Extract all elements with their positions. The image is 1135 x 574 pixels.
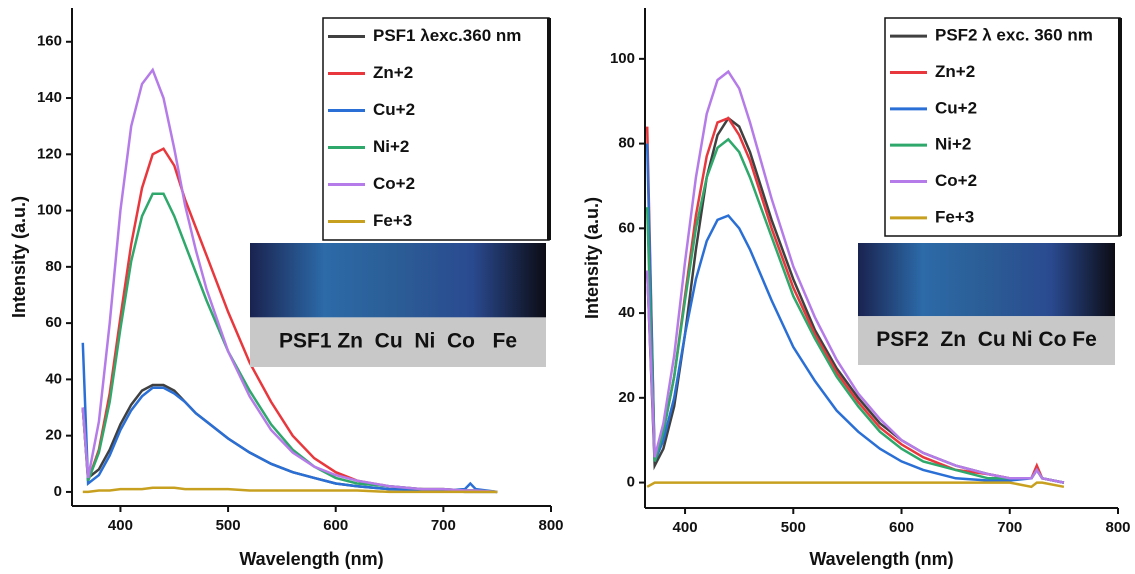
inset-label: PSF2 Zn Cu Ni Co Fe xyxy=(876,328,1097,351)
legend-label: Cu+2 xyxy=(373,100,415,119)
y-axis-title: Intensity (a.u.) xyxy=(582,197,602,319)
y-tick-label: 140 xyxy=(37,89,62,106)
x-tick-label: 500 xyxy=(781,519,806,536)
x-tick-label: 800 xyxy=(538,517,563,534)
series-line xyxy=(81,342,498,494)
legend-label: Fe+3 xyxy=(373,211,412,230)
legend-label: Ni+2 xyxy=(373,137,409,156)
inset-label-bg xyxy=(858,316,1115,365)
series-line xyxy=(81,67,498,494)
y-tick-label: 0 xyxy=(54,483,62,500)
legend-label: Co+2 xyxy=(373,174,415,193)
x-axis-title: Wavelength (nm) xyxy=(809,549,953,569)
legend-label: Zn+2 xyxy=(935,62,975,81)
inset-label-bg xyxy=(250,317,546,367)
series-line xyxy=(646,481,1065,489)
y-tick-label: 40 xyxy=(45,370,62,387)
inset-label: PSF1 Zn Cu Ni Co Fe xyxy=(279,330,517,353)
y-tick-label: 120 xyxy=(37,145,62,162)
inset-photo xyxy=(250,243,546,318)
x-tick-label: 400 xyxy=(673,519,698,536)
y-axis-title: Intensity (a.u.) xyxy=(9,196,29,318)
y-tick-label: 160 xyxy=(37,33,62,50)
series-line xyxy=(81,383,498,494)
x-tick-label: 700 xyxy=(431,517,456,534)
legend-label: Co+2 xyxy=(935,171,977,190)
y-tick-label: 20 xyxy=(618,389,635,406)
legend-label: Zn+2 xyxy=(373,63,413,82)
legend-label: Fe+3 xyxy=(935,207,974,226)
y-tick-label: 60 xyxy=(618,219,635,236)
legend-label: PSF2 λ exc. 360 nm xyxy=(935,26,1093,45)
series-line xyxy=(82,486,498,494)
inset-photo xyxy=(858,243,1115,317)
x-axis-title: Wavelength (nm) xyxy=(239,549,383,569)
y-tick-label: 20 xyxy=(45,427,62,444)
x-tick-label: 600 xyxy=(323,517,348,534)
x-tick-label: 500 xyxy=(216,517,241,534)
y-tick-label: 60 xyxy=(45,314,62,331)
x-tick-label: 700 xyxy=(997,519,1022,536)
y-tick-label: 80 xyxy=(618,135,635,152)
legend-box xyxy=(884,17,1121,237)
legend-box xyxy=(322,17,550,241)
legend-label: PSF1 λexc.360 nm xyxy=(373,26,521,45)
series-line xyxy=(645,69,1065,484)
y-tick-label: 40 xyxy=(618,304,635,321)
series-line xyxy=(645,143,1065,484)
x-tick-label: 400 xyxy=(108,517,133,534)
y-tick-label: 0 xyxy=(627,474,635,491)
x-tick-label: 800 xyxy=(1105,519,1130,536)
series-line xyxy=(645,137,1065,484)
legend-label: Ni+2 xyxy=(935,135,971,154)
legend-label: Cu+2 xyxy=(935,98,977,117)
y-tick-label: 100 xyxy=(610,50,635,67)
x-tick-label: 600 xyxy=(889,519,914,536)
y-tick-label: 80 xyxy=(45,258,62,275)
y-tick-label: 100 xyxy=(37,202,62,219)
